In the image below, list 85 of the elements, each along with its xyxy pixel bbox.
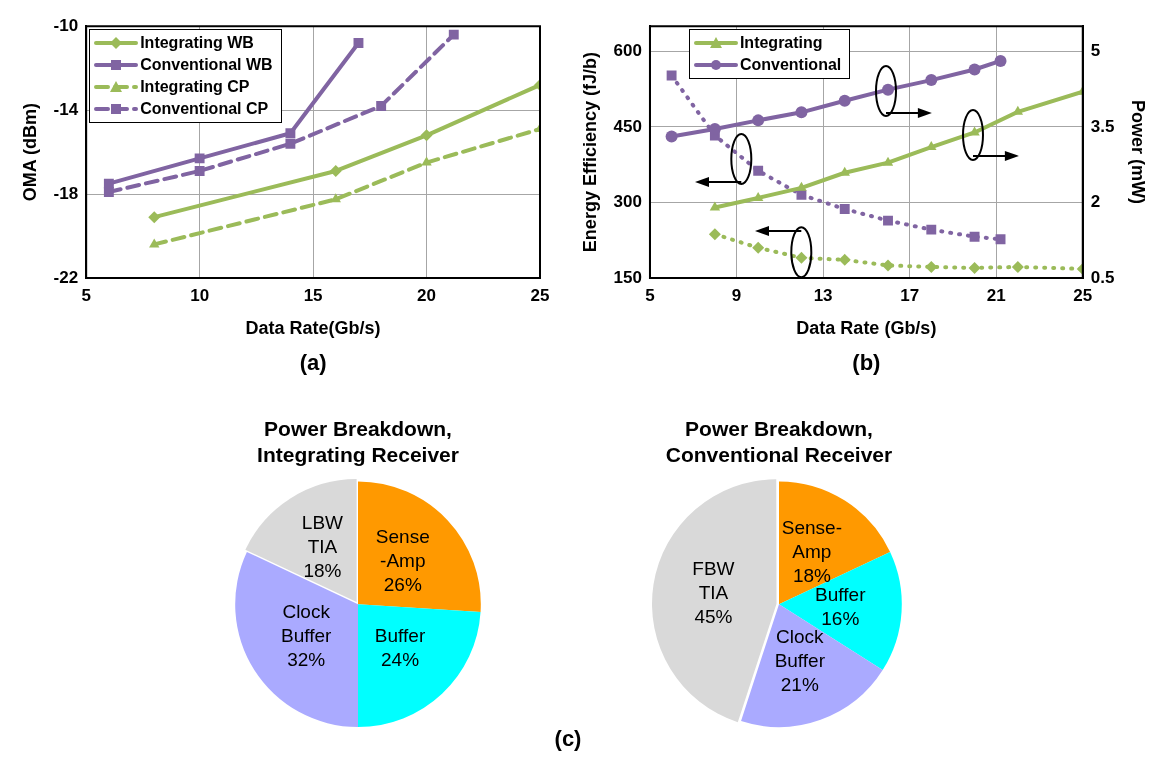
y-tick-label: 150 [613, 267, 642, 287]
point [420, 129, 433, 142]
slice-label: Sense- Amp [781, 516, 842, 562]
data-label: 32% [287, 649, 326, 671]
legend-label: Conventional [739, 55, 842, 76]
legend-label: Integrating CP [140, 77, 250, 98]
point [968, 63, 981, 76]
slice-label: Clock Buffer [280, 601, 332, 647]
point [926, 224, 937, 235]
point [995, 234, 1006, 245]
point [752, 114, 765, 127]
x-tick-label: 25 [530, 285, 550, 305]
data-label: 45% [694, 606, 733, 628]
text: (c) [554, 726, 582, 752]
slice-label: Buffer [374, 625, 426, 647]
y2-tick-label: 2 [1090, 192, 1101, 212]
chart-title: Power Breakdown, Conventional Receiver [665, 417, 893, 466]
y-axis-title: Energy Efficiency (fJ/b) [579, 52, 600, 253]
x-tick-label: 9 [731, 285, 742, 305]
point [969, 231, 980, 242]
point [376, 100, 387, 111]
y-tick-label: -14 [53, 99, 79, 119]
slice-label: Sense -Amp [375, 526, 430, 572]
point [421, 156, 432, 166]
y2-axis-title: Power (mW) [1128, 100, 1149, 205]
point [353, 38, 364, 48]
point [838, 94, 851, 107]
slice-label: LBW TIA [301, 512, 344, 558]
point [753, 165, 764, 176]
y-tick-label: 300 [613, 192, 642, 212]
chart-title: Power Breakdown, Integrating Receiver [257, 417, 459, 466]
x-tick-label: 5 [645, 285, 655, 305]
legend-label: Integrating WB [140, 33, 254, 54]
point [1011, 260, 1024, 273]
point [285, 138, 296, 149]
legend-label: Conventional WB [140, 55, 273, 76]
data-label: 21% [780, 674, 819, 696]
x-axis-title: Data Rate(Gb/s) [245, 318, 381, 339]
point [994, 54, 1007, 67]
slice-label: FBW TIA [692, 558, 735, 604]
data-label: 26% [383, 574, 422, 596]
y2-tick-label: 0.5 [1090, 267, 1115, 287]
x-tick-label: 25 [1073, 285, 1093, 305]
point [883, 215, 893, 226]
point [882, 156, 894, 166]
x-tick-label: 15 [303, 285, 323, 305]
y-tick-label: 450 [613, 116, 642, 136]
data-label: 18% [303, 560, 342, 582]
point [795, 106, 808, 119]
x-tick-label: 13 [813, 285, 833, 305]
point [666, 70, 677, 81]
point [285, 128, 296, 139]
legend-label: Conventional CP [140, 99, 269, 120]
x-tick-label: 10 [190, 285, 210, 305]
data-label: 18% [792, 564, 832, 586]
x-tick-label: 5 [81, 285, 91, 305]
point [925, 74, 938, 87]
x-tick-label: 20 [417, 285, 436, 305]
x-tick-label: 21 [986, 285, 1006, 305]
point [796, 181, 807, 191]
point [194, 153, 205, 164]
y-axis-title: OMA (dBm) [19, 102, 40, 202]
point [708, 228, 721, 241]
y-tick-label: -18 [53, 183, 79, 203]
x-tick-label: 17 [900, 285, 920, 305]
point [752, 241, 765, 254]
text: (b) [852, 350, 881, 376]
y-tick-label: -22 [53, 267, 79, 287]
point [194, 166, 205, 176]
point [665, 130, 678, 143]
point [103, 178, 114, 189]
y2-tick-label: 5 [1090, 41, 1101, 61]
point [968, 261, 981, 274]
point [148, 211, 161, 224]
legend-label: Integrating [739, 33, 823, 54]
y-tick-label: 600 [613, 41, 642, 61]
point [839, 204, 850, 214]
y-tick-label: -10 [53, 15, 79, 35]
data-label: 24% [381, 649, 420, 671]
slice-label: Buffer [815, 584, 867, 606]
point [448, 29, 459, 40]
y2-tick-label: 3.5 [1090, 116, 1115, 136]
point [329, 164, 342, 177]
x-axis-title: Data Rate (Gb/s) [796, 318, 937, 339]
text: (a) [299, 350, 327, 376]
